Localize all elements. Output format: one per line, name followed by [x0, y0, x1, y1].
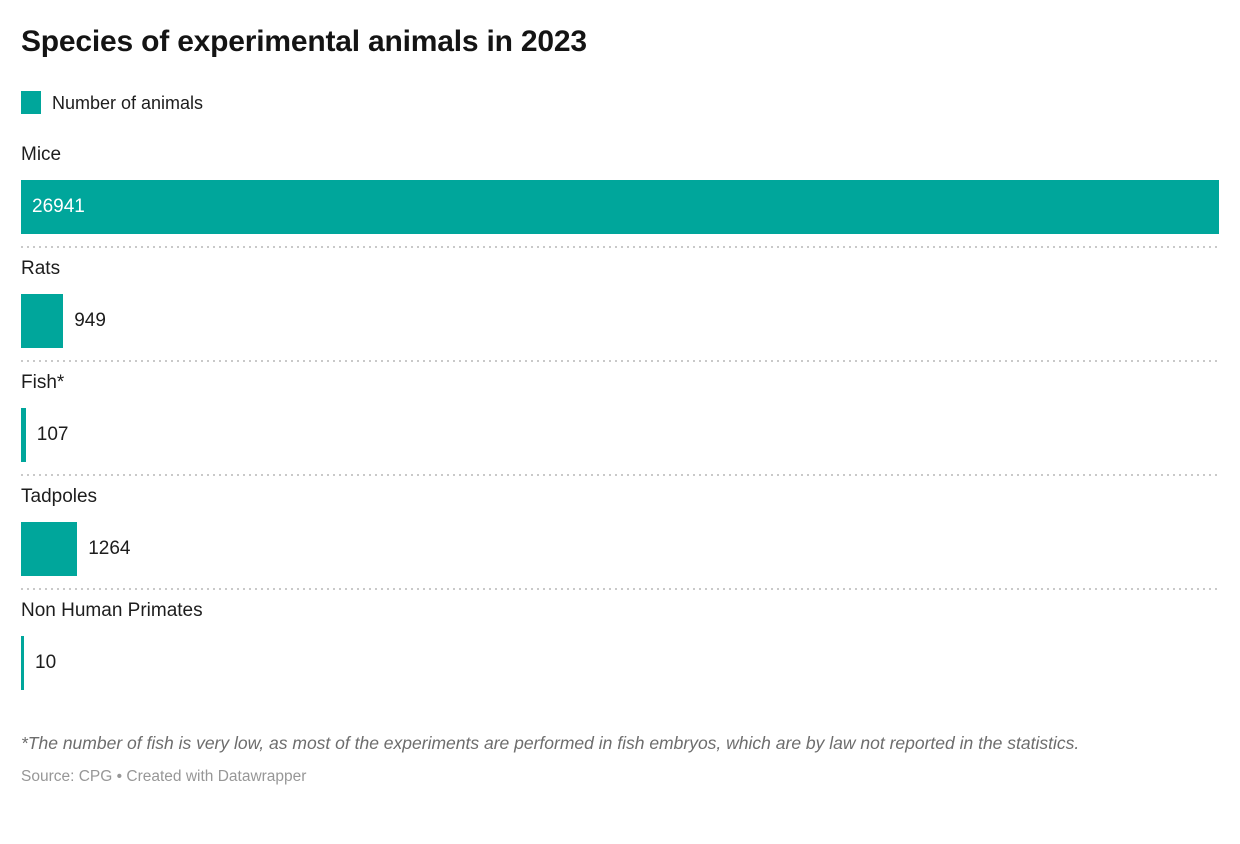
source-line: Source: CPG • Created with Datawrapper — [21, 766, 1219, 788]
bar-row: Fish* 107 — [21, 371, 1219, 476]
bar-value-outside: 1264 — [88, 538, 131, 559]
bar-value-outside: 949 — [74, 310, 106, 331]
bar-track: 949 — [21, 294, 1219, 348]
bar-chart-rows: Mice 26941 Rats 949 Fish* 107 Tadpo — [21, 143, 1219, 690]
bar — [21, 636, 24, 690]
chart-title: Species of experimental animals in 2023 — [21, 25, 587, 58]
legend: Number of animals — [21, 91, 1219, 114]
legend-label: Number of animals — [52, 92, 204, 113]
category-label: Non Human Primates — [21, 600, 203, 621]
source-name: CPG — [78, 768, 113, 785]
category-label: Mice — [21, 144, 62, 165]
bar — [21, 522, 78, 576]
row-divider — [21, 588, 1219, 590]
bar-value-outside: 10 — [35, 652, 57, 673]
category-label: Fish* — [21, 372, 65, 393]
row-divider — [21, 360, 1219, 362]
bar: 26941 — [21, 180, 1219, 234]
bar-value-outside: 107 — [36, 424, 69, 445]
bar-row: Non Human Primates 10 — [21, 599, 1219, 690]
bar-row: Tadpoles 1264 — [21, 485, 1219, 590]
bar — [21, 294, 64, 348]
bar-value-inside: 26941 — [32, 196, 85, 217]
source-separator: • — [116, 768, 123, 785]
datawrapper-credit-link[interactable]: Created with Datawrapper — [126, 768, 307, 785]
bar-track: 1264 — [21, 522, 1219, 576]
bar-track: 26941 — [21, 180, 1219, 234]
row-divider — [21, 474, 1219, 476]
bar-track: 10 — [21, 636, 1219, 690]
row-divider — [21, 246, 1219, 248]
bar-row: Mice 26941 — [21, 143, 1219, 248]
bar-row: Rats 949 — [21, 257, 1219, 362]
legend-swatch-icon — [21, 91, 41, 114]
bar-track: 107 — [21, 408, 1219, 462]
source-prefix: Source: — [21, 768, 75, 785]
category-label: Tadpoles — [21, 486, 98, 507]
footnote: *The number of fish is very low, as most… — [21, 733, 1080, 753]
category-label: Rats — [21, 258, 61, 279]
bar — [21, 408, 26, 462]
